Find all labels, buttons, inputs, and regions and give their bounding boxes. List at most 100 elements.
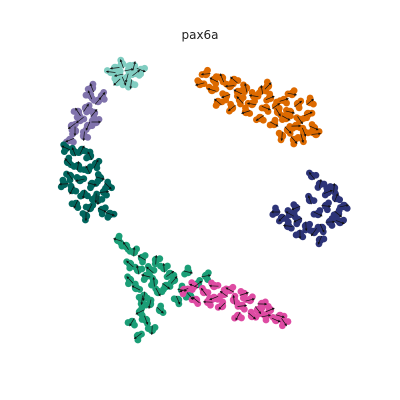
scatter-point bbox=[141, 252, 149, 259]
scatter-point bbox=[157, 302, 165, 310]
velocity-arrow bbox=[254, 306, 262, 315]
velocity-arrow bbox=[279, 97, 289, 102]
velocity-arrow bbox=[201, 274, 212, 278]
scatter-point bbox=[293, 114, 301, 122]
scatter-point bbox=[167, 279, 175, 287]
scatter-point bbox=[204, 269, 212, 277]
velocity-arrow bbox=[132, 69, 141, 77]
scatter-point bbox=[140, 276, 148, 283]
scatter-point bbox=[234, 77, 242, 84]
velocity-arrow bbox=[219, 73, 225, 83]
scatter-point bbox=[103, 191, 110, 199]
scatter-point bbox=[316, 207, 324, 214]
scatter-point bbox=[315, 240, 323, 248]
velocity-arrow bbox=[300, 133, 304, 144]
scatter-point bbox=[258, 304, 266, 312]
velocity-arrow bbox=[162, 262, 166, 273]
scatter-point bbox=[263, 96, 271, 104]
velocity-arrow bbox=[318, 178, 322, 189]
scatter-point bbox=[276, 97, 284, 105]
scatter-point bbox=[59, 176, 67, 184]
velocity-arrow bbox=[271, 317, 281, 323]
velocity-arrow bbox=[265, 95, 275, 101]
scatter-point bbox=[104, 213, 112, 221]
scatter-point bbox=[131, 321, 138, 329]
velocity-arrow bbox=[224, 84, 235, 88]
velocity-arrow bbox=[125, 73, 129, 84]
velocity-arrow bbox=[225, 287, 235, 293]
velocity-arrow bbox=[82, 131, 86, 142]
scatter-point bbox=[310, 100, 317, 108]
scatter-point bbox=[271, 116, 279, 124]
velocity-arrow bbox=[260, 84, 264, 95]
scatter-point bbox=[262, 316, 270, 324]
scatter-point bbox=[275, 104, 283, 112]
velocity-arrow bbox=[285, 211, 295, 217]
scatter-point bbox=[126, 61, 134, 69]
scatter-point bbox=[126, 264, 134, 272]
scatter-point bbox=[261, 85, 269, 92]
velocity-arrow bbox=[294, 100, 303, 108]
scatter-point bbox=[75, 149, 83, 157]
velocity-arrow bbox=[317, 235, 323, 245]
velocity-arrow bbox=[306, 98, 315, 106]
scatter-point bbox=[101, 204, 109, 212]
velocity-arrow bbox=[122, 241, 129, 250]
scatter-point bbox=[151, 324, 159, 331]
velocity-arrow bbox=[183, 270, 194, 274]
velocity-arrow bbox=[109, 66, 120, 70]
scatter-point bbox=[290, 208, 298, 215]
scatter-point bbox=[72, 187, 80, 195]
velocity-arrow bbox=[233, 89, 243, 95]
scatter-point bbox=[144, 325, 152, 333]
velocity-arrow bbox=[137, 255, 147, 261]
scatter-point bbox=[160, 285, 167, 293]
velocity-arrow bbox=[105, 212, 115, 217]
scatter-point bbox=[335, 206, 343, 214]
velocity-arrow bbox=[87, 203, 93, 213]
scatter-point bbox=[286, 129, 294, 137]
scatter-point bbox=[275, 129, 283, 137]
scatter-point bbox=[296, 124, 304, 132]
velocity-arrow bbox=[227, 104, 236, 112]
scatter-point bbox=[79, 210, 87, 217]
scatter-point bbox=[152, 285, 160, 293]
velocity-arrow bbox=[98, 91, 106, 100]
velocity-arrow bbox=[64, 158, 72, 166]
scatter-point bbox=[68, 200, 76, 208]
velocity-arrow bbox=[87, 90, 93, 100]
scatter-point bbox=[87, 184, 94, 192]
velocity-arrow bbox=[280, 131, 284, 142]
velocity-arrow bbox=[90, 108, 98, 117]
scatter-point bbox=[284, 218, 292, 226]
velocity-arrow bbox=[113, 237, 123, 242]
velocity-arrow bbox=[209, 296, 219, 301]
velocity-arrow bbox=[166, 270, 175, 277]
scatter-point bbox=[253, 116, 260, 124]
velocity-arrow bbox=[319, 223, 325, 233]
scatter-point bbox=[218, 98, 226, 106]
velocity-arrow bbox=[321, 204, 332, 208]
scatter-point bbox=[94, 177, 102, 185]
scatter-point bbox=[274, 315, 282, 323]
scatter-point bbox=[328, 222, 336, 229]
scatter-point bbox=[336, 196, 344, 204]
velocity-arrow bbox=[156, 306, 164, 314]
scatter-point bbox=[321, 191, 329, 199]
scatter-point bbox=[125, 280, 132, 288]
velocity-arrow bbox=[87, 182, 98, 186]
scatter-point bbox=[123, 258, 131, 266]
velocity-arrow bbox=[236, 96, 244, 104]
scatter-point bbox=[283, 110, 290, 118]
velocity-arrow bbox=[155, 287, 161, 297]
scatter-point bbox=[333, 216, 341, 224]
scatter-point bbox=[156, 255, 164, 263]
velocity-arrow bbox=[113, 73, 124, 77]
velocity-arrow bbox=[83, 103, 89, 112]
scatter-point bbox=[73, 173, 81, 181]
velocity-arrow bbox=[140, 274, 151, 278]
velocity-arrow bbox=[269, 121, 279, 127]
velocity-arrow bbox=[132, 60, 136, 71]
